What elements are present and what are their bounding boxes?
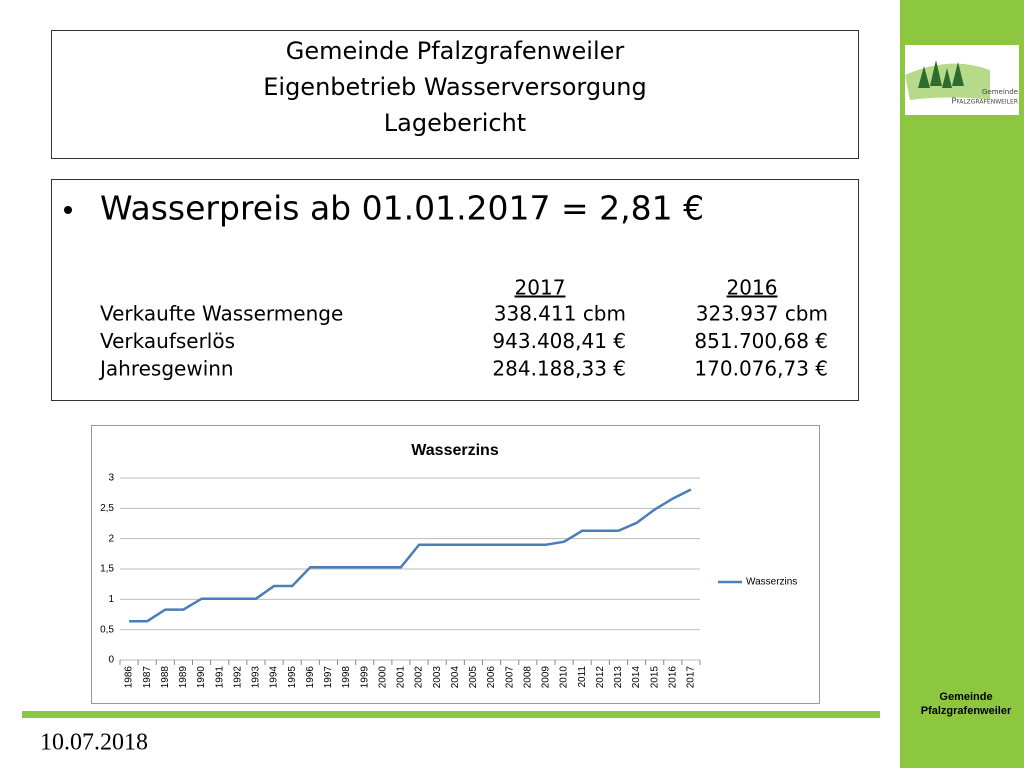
x-tick-label: 2012: [595, 666, 606, 689]
x-tick-label: 2005: [468, 666, 479, 689]
row-label: Verkaufserlös: [100, 329, 235, 353]
y-tick-label: 1: [108, 594, 114, 605]
logo-text: Gemeinde: [982, 88, 1018, 96]
title-line: Lagebericht: [384, 109, 526, 137]
sidebar-footer: Gemeinde: [939, 691, 992, 703]
x-tick-label: 1999: [359, 666, 370, 689]
table-cell: 943.408,41 €: [492, 329, 626, 353]
bullet-dot: [64, 206, 72, 214]
y-tick-label: 1,5: [100, 564, 114, 575]
chart-title: Wasserzins: [411, 442, 499, 459]
y-tick-label: 0,5: [100, 624, 114, 635]
x-tick-label: 1995: [287, 666, 298, 689]
x-tick-label: 1989: [178, 666, 189, 689]
x-tick-label: 2006: [486, 666, 497, 689]
x-tick-label: 1994: [269, 666, 280, 689]
sidebar: [900, 0, 1024, 768]
table-cell: 323.937 cbm: [696, 302, 828, 326]
x-tick-label: 2004: [450, 666, 461, 689]
chart-box: [91, 425, 820, 704]
x-tick-label: 1998: [341, 666, 352, 689]
date: 10.07.2018: [40, 730, 148, 756]
x-tick-label: 2013: [613, 666, 624, 689]
x-tick-label: 2011: [577, 666, 588, 688]
x-tick-label: 2010: [559, 666, 570, 689]
y-tick-label: 2: [108, 533, 114, 544]
x-tick-label: 1987: [142, 666, 153, 689]
x-tick-label: 2017: [686, 666, 697, 689]
y-tick-label: 2,5: [100, 503, 114, 514]
y-tick-label: 0: [108, 655, 114, 666]
x-tick-label: 1996: [305, 666, 316, 689]
sidebar-footer: Pfalzgrafenweiler: [921, 705, 1012, 717]
x-tick-label: 2003: [432, 666, 443, 689]
x-tick-label: 1993: [251, 666, 262, 689]
x-tick-label: 1988: [160, 666, 171, 689]
x-tick-label: 2002: [414, 666, 425, 689]
table-header: 2017: [515, 276, 566, 300]
title-box: [51, 30, 859, 159]
bullet-text: Wasserpreis ab 01.01.2017 = 2,81 €: [100, 189, 704, 228]
x-tick-label: 2008: [522, 666, 533, 689]
x-tick-label: 2014: [631, 666, 642, 689]
x-tick-label: 1990: [196, 666, 207, 689]
x-tick-label: 2000: [377, 666, 388, 689]
logo-trees: [918, 60, 964, 88]
row-label: Verkaufte Wassermenge: [100, 302, 343, 326]
content-box: [51, 179, 859, 401]
x-tick-label: 1991: [214, 666, 225, 689]
table-cell: 284.188,33 €: [492, 357, 626, 381]
legend-label: Wasserzins: [746, 577, 797, 588]
data-line: [129, 488, 692, 623]
x-tick-label: 2016: [667, 666, 678, 689]
table-cell: 170.076,73 €: [694, 357, 828, 381]
x-tick-label: 2007: [504, 666, 515, 689]
table-cell: 851.700,68 €: [694, 329, 828, 353]
table-cell: 338.411 cbm: [494, 302, 626, 326]
y-tick-label: 3: [108, 473, 114, 484]
logo-text: Pfalzgrafenweiler: [952, 97, 1019, 106]
row-label: Jahresgewinn: [98, 357, 234, 381]
x-tick-label: 2009: [541, 666, 552, 689]
x-tick-label: 2015: [649, 666, 660, 689]
title-line: Gemeinde Pfalzgrafenweiler: [286, 37, 625, 65]
x-tick-label: 2001: [396, 666, 407, 689]
x-tick-label: 1992: [232, 666, 243, 689]
footer-line: [22, 711, 880, 718]
x-tick-label: 1986: [124, 666, 135, 689]
table-header: 2016: [727, 276, 778, 300]
title-line: Eigenbetrieb Wasserversorgung: [263, 73, 647, 101]
x-tick-label: 1997: [323, 666, 334, 689]
